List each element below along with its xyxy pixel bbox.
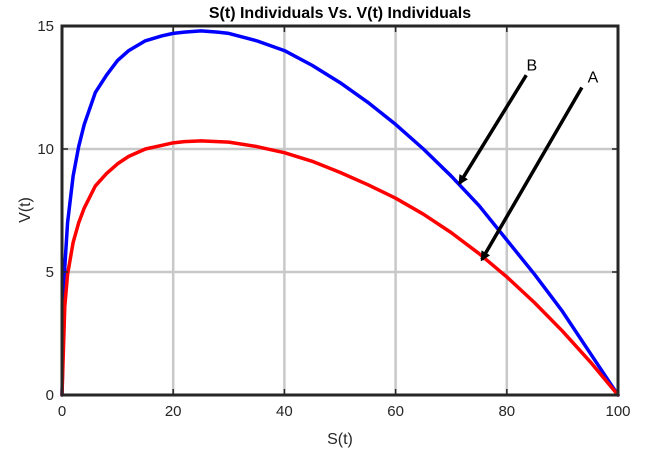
y-tick-label: 5	[46, 264, 54, 281]
y-tick-label: 10	[37, 141, 54, 158]
series-line-a	[60, 139, 620, 397]
grid	[62, 26, 618, 395]
y-axis-label: V(t)	[17, 197, 34, 223]
annotation-arrow-a	[480, 86, 584, 262]
series-layer	[60, 29, 620, 397]
series-line-b	[60, 29, 620, 397]
x-tick-label: 20	[165, 403, 182, 420]
ticks: 0 20 40 60 80 100 0 5 10 15	[37, 18, 630, 420]
chart-title: S(t) Individuals Vs. V(t) Individuals	[209, 5, 471, 22]
x-tick-label: 80	[498, 403, 515, 420]
annotation-label-b: B	[526, 57, 537, 74]
axes-box	[60, 24, 620, 397]
x-tick-label: 0	[58, 403, 66, 420]
annotation-label-a: A	[588, 70, 599, 87]
y-tick-label: 0	[46, 387, 54, 404]
x-tick-label: 60	[387, 403, 404, 420]
x-tick-label: 100	[605, 403, 630, 420]
annotation-arrow-b	[458, 74, 528, 186]
annotation-layer: BA	[458, 57, 599, 262]
x-tick-label: 40	[276, 403, 293, 420]
plot-background	[62, 26, 618, 395]
x-axis-label: S(t)	[327, 431, 353, 448]
y-tick-label: 15	[37, 18, 54, 35]
